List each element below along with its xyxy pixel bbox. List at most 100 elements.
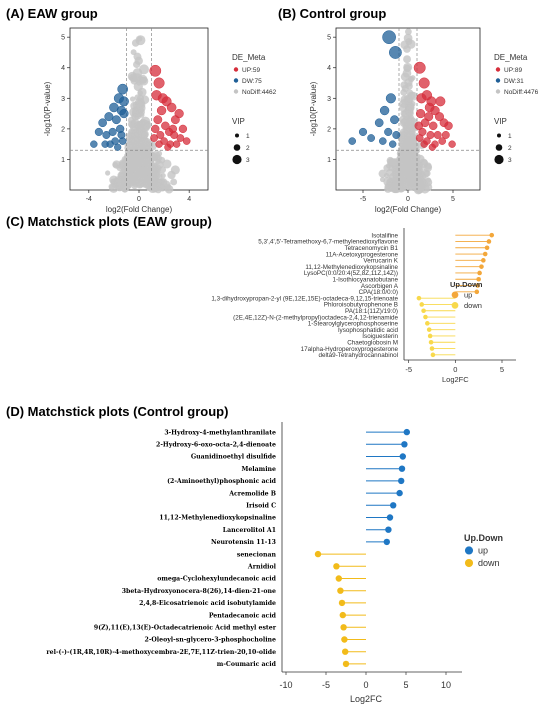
legend-title: DE_Meta [232, 53, 266, 62]
x-tick-label: 5 [500, 365, 504, 374]
data-point [111, 115, 121, 125]
category-label: 1,3-dihydroxypropan-2-yl (9E,12E,15E)-oc… [211, 295, 398, 302]
lollipop-head [428, 339, 434, 345]
nodiff-point [148, 168, 157, 176]
lollipop-head [338, 599, 346, 607]
y-tick-label: 5 [61, 35, 65, 42]
lollipop-head [398, 465, 406, 472]
data-point [151, 90, 162, 101]
lollipop-head [386, 514, 394, 521]
data-point [448, 140, 456, 148]
category-label: rel-(-)-(1R,4R,10R)-4-methoxycembra-2E,7… [46, 649, 276, 656]
data-point [153, 77, 165, 89]
lollipop-head [479, 264, 484, 269]
nodiff-point [423, 177, 433, 187]
data-point [166, 102, 177, 113]
category-label: Arnidiol [247, 563, 277, 570]
lollipop-head [383, 538, 390, 546]
legend-marker [451, 302, 459, 309]
category-label: 1-Isothiocyanatobutane [333, 276, 399, 283]
data-point [444, 121, 453, 131]
lollipop-head [425, 321, 430, 326]
vip-entry-label: 1 [246, 133, 250, 140]
x-tick-label: -10 [279, 680, 292, 690]
data-point [434, 112, 445, 122]
vip-marker [232, 154, 242, 165]
data-point [416, 108, 426, 119]
legend-title: Up.Down [450, 280, 483, 289]
nodiff-point [163, 183, 172, 192]
nodiff-point [388, 158, 398, 168]
data-point [161, 121, 170, 131]
legend-entry-label: NoDiff:4476 [504, 89, 539, 96]
category-label: senecionan [237, 551, 277, 558]
data-point [174, 108, 184, 119]
category-label: Lancerolitol A1 [223, 527, 276, 534]
nodiff-point [160, 173, 166, 179]
data-point [367, 134, 375, 142]
lollipop-head [396, 489, 403, 497]
data-point [433, 131, 442, 139]
legend-marker [495, 67, 501, 72]
series-down [348, 30, 402, 148]
nodiff-point [137, 90, 143, 96]
vip-entry-label: 2 [246, 145, 250, 152]
category-label: 2-Oleoyl-sn-glycero-3-phosphocholine [145, 637, 277, 644]
category-label: m-Coumaric acid [217, 661, 277, 668]
data-point [94, 127, 103, 136]
lollipop-head [430, 352, 436, 358]
nodiff-point [138, 166, 148, 176]
lollipop-head [476, 276, 481, 282]
data-point [358, 127, 368, 136]
panel-label-d: (D) Matchstick plots (Control group) [6, 404, 228, 419]
vip-entry-label: 3 [246, 157, 250, 164]
category-label: 17alpha-Hydroperoxyprogesterone [301, 346, 399, 353]
lollipop-head [486, 239, 492, 244]
x-tick-label: -5 [360, 196, 366, 203]
data-point [441, 131, 450, 139]
lollipop-head [342, 660, 350, 668]
x-tick-label: 5 [451, 196, 455, 203]
nodiff-point [129, 96, 136, 102]
vip-legend-title: VIP [494, 117, 507, 126]
category-label: Acremolide B [228, 490, 276, 497]
legend-marker [233, 78, 239, 83]
data-point [117, 131, 126, 139]
category-label: Verrucarin K [363, 258, 398, 265]
data-point [172, 140, 181, 148]
data-point [102, 131, 111, 139]
lollipop-head [399, 453, 406, 460]
nodiff-point [399, 134, 410, 145]
vip-entry-label: 1 [508, 133, 512, 140]
category-label: 3-Hydroxy-4-methylanthranilate [164, 429, 276, 436]
legend-entry-label: NoDiff:4462 [242, 89, 277, 96]
legend-marker [451, 291, 459, 299]
nodiff-point [405, 38, 413, 46]
lollipop-head [489, 232, 495, 238]
nodiff-point [402, 122, 408, 129]
vip-legend-title: VIP [232, 117, 245, 126]
category-label: Irisoid C [246, 502, 276, 509]
category-label: Phloroisobutyrophenone B [324, 302, 398, 309]
vip-entry-label: 3 [508, 157, 512, 164]
vip-marker [235, 133, 239, 138]
legend-marker [495, 78, 501, 83]
data-point [151, 124, 160, 134]
x-tick-label: 4 [187, 196, 191, 203]
nodiff-point [130, 75, 138, 83]
vip-marker [497, 133, 501, 138]
category-label: delta9-Tetrahydrocannabinol [319, 352, 398, 359]
data-point [153, 115, 163, 125]
data-point [117, 83, 129, 95]
nodiff-point [128, 128, 136, 136]
nodiff-point [411, 178, 421, 188]
nodiff-point [155, 179, 162, 186]
category-label: Tetracenomycin B1 [344, 245, 398, 252]
lollipop-head [314, 550, 322, 558]
legend-entry-label: down [464, 301, 482, 310]
nodiff-point [383, 172, 390, 179]
legend-marker [233, 67, 239, 72]
legend-marker [233, 89, 239, 94]
